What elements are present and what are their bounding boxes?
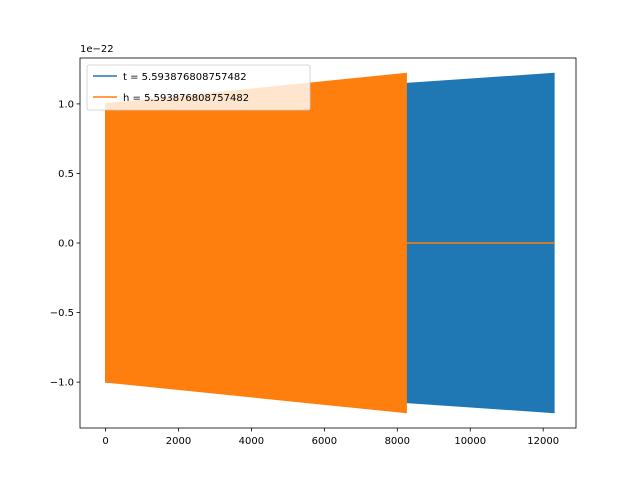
y-tick-label: −0.5	[50, 308, 74, 319]
legend-box	[86, 64, 311, 111]
y-tick-label: 0.0	[58, 239, 74, 250]
y-axis: −1.0 −0.5 0.0 0.5 1.0	[50, 99, 80, 389]
series-1-band	[105, 72, 407, 414]
x-tick-label: 12000	[527, 436, 559, 447]
y-tick-label: 1.0	[58, 99, 74, 110]
y-tick-label: −1.0	[50, 378, 74, 389]
x-tick-label: 4000	[239, 436, 264, 447]
x-tick-label: 8000	[385, 436, 410, 447]
x-tick-label: 2000	[166, 436, 191, 447]
x-axis: 0 2000 4000 6000 8000 10000 12000	[102, 428, 559, 447]
y-offset-text: 1e−22	[80, 44, 114, 55]
x-tick-label: 0	[102, 436, 108, 447]
legend: t = 5.593876808757482 h = 5.593876808757…	[86, 64, 311, 111]
plot-area	[105, 72, 555, 414]
x-tick-label: 6000	[312, 436, 337, 447]
legend-label-h: h = 5.593876808757482	[123, 93, 249, 104]
x-tick-label: 10000	[454, 436, 486, 447]
y-tick-label: 0.5	[58, 169, 74, 180]
legend-label-t: t = 5.593876808757482	[123, 72, 247, 83]
